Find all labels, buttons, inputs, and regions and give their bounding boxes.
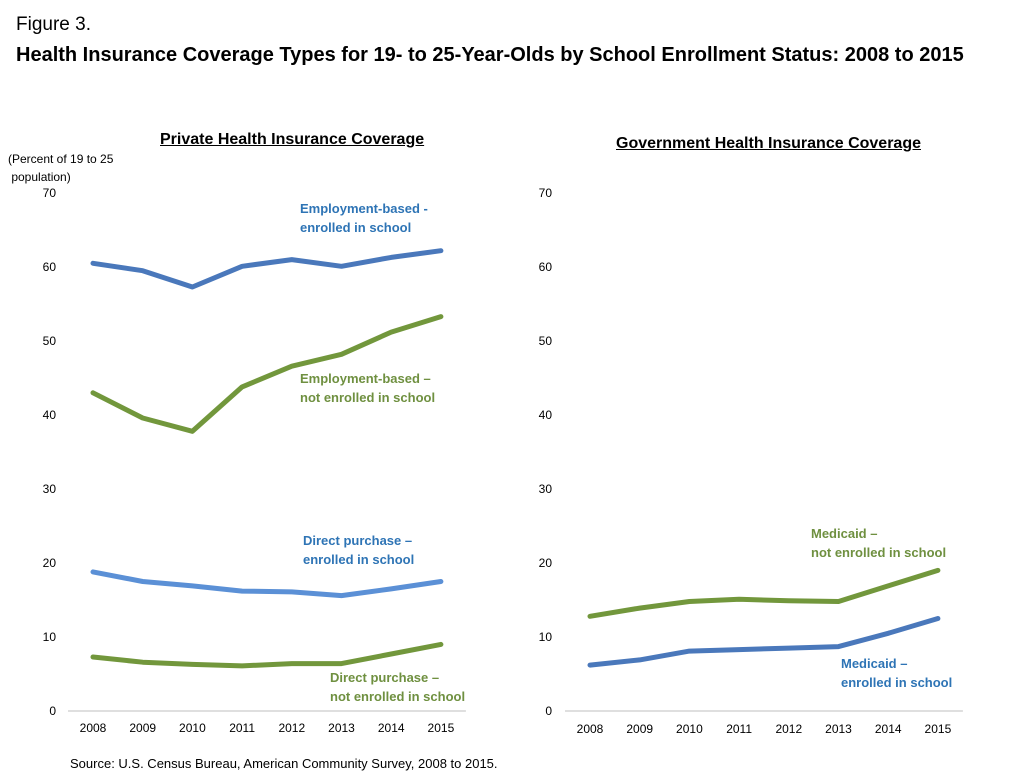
government-series-label-medicaid-enrolled-in-school: Medicaid – enrolled in school xyxy=(841,656,952,690)
series-label-line: Medicaid – xyxy=(841,656,907,671)
private-series-label-direct-purchase-not-enrolled-in-school: Direct purchase – not enrolled in school xyxy=(330,670,465,704)
private-series-line-direct-purchase-enrolled-in-school xyxy=(90,569,444,599)
government-x-tick-label: 2014 xyxy=(875,722,902,736)
series-label-line: not enrolled in school xyxy=(330,689,465,704)
private-y-tick-label: 70 xyxy=(43,186,57,200)
series-label-line: enrolled in school xyxy=(841,675,952,690)
figure-label: Figure 3. xyxy=(16,14,91,35)
government-y-tick-label: 10 xyxy=(539,630,553,644)
private-y-tick-label: 30 xyxy=(43,482,57,496)
private-series-line-employment-based-enrolled-in-school xyxy=(90,248,444,290)
series-label-line: Medicaid – xyxy=(811,526,877,541)
series-label-line: Employment-based - xyxy=(300,201,428,216)
government-y-tick-label: 70 xyxy=(539,186,553,200)
government-x-tick-label: 2015 xyxy=(925,722,952,736)
private-y-tick-label: 50 xyxy=(43,334,57,348)
government-y-tick-label: 60 xyxy=(539,260,553,274)
private-x-tick-label: 2014 xyxy=(378,721,405,735)
government-panel-title: Government Health Insurance Coverage xyxy=(616,135,921,152)
series-label-line: not enrolled in school xyxy=(811,545,946,560)
private-series-label-direct-purchase-enrolled-in-school: Direct purchase – enrolled in school xyxy=(303,533,414,567)
series-label-line: Direct purchase – xyxy=(330,670,439,685)
source-note: Source: U.S. Census Bureau, American Com… xyxy=(70,756,498,771)
government-x-tick-label: 2010 xyxy=(676,722,703,736)
private-x-tick-label: 2010 xyxy=(179,721,206,735)
private-panel-title: Private Health Insurance Coverage xyxy=(160,131,425,148)
government-y-tick-label: 50 xyxy=(539,334,553,348)
government-x-tick-label: 2013 xyxy=(825,722,852,736)
government-y-tick-label: 20 xyxy=(539,556,553,570)
government-series-line-medicaid-not-enrolled-in-school xyxy=(587,567,941,619)
series-label-line: not enrolled in school xyxy=(300,390,435,405)
government-series-line-medicaid-enrolled-in-school xyxy=(587,616,941,668)
series-label-line: enrolled in school xyxy=(300,220,411,235)
private-x-tick-label: 2011 xyxy=(229,721,255,735)
private-series-line-employment-based-not-enrolled-in-school xyxy=(90,314,444,434)
private-series-line-direct-purchase-not-enrolled-in-school xyxy=(90,641,444,669)
private-x-tick-label: 2013 xyxy=(328,721,355,735)
private-y-tick-label: 10 xyxy=(43,630,57,644)
series-label-line: Employment-based – xyxy=(300,371,431,386)
government-y-tick-label: 30 xyxy=(539,482,553,496)
private-y-tick-label: 40 xyxy=(43,408,57,422)
private-series-label-employment-based-not-enrolled-in-school: Employment-based – not enrolled in school xyxy=(300,371,435,405)
government-x-tick-label: 2009 xyxy=(626,722,653,736)
y-axis-label-line2: population) xyxy=(8,170,71,184)
government-x-tick-label: 2011 xyxy=(726,722,752,736)
series-label-line: enrolled in school xyxy=(303,552,414,567)
private-x-tick-label: 2015 xyxy=(428,721,455,735)
private-x-tick-label: 2009 xyxy=(129,721,156,735)
government-x-tick-label: 2012 xyxy=(775,722,802,736)
private-x-tick-label: 2008 xyxy=(80,721,107,735)
private-y-tick-label: 0 xyxy=(49,704,56,718)
government-series-label-medicaid-not-enrolled-in-school: Medicaid – not enrolled in school xyxy=(811,526,946,560)
private-y-tick-label: 60 xyxy=(43,260,57,274)
y-axis-label-line1: (Percent of 19 to 25 xyxy=(8,152,114,166)
figure-title: Health Insurance Coverage Types for 19- … xyxy=(16,44,964,66)
government-y-tick-label: 0 xyxy=(545,704,552,718)
private-series-label-employment-based-enrolled-in-school: Employment-based - enrolled in school xyxy=(300,201,428,235)
private-y-tick-label: 20 xyxy=(43,556,57,570)
government-x-tick-label: 2008 xyxy=(577,722,604,736)
government-y-tick-label: 40 xyxy=(539,408,553,422)
y-axis-label: (Percent of 19 to 25 population) xyxy=(8,150,113,186)
private-x-tick-label: 2012 xyxy=(278,721,305,735)
series-label-line: Direct purchase – xyxy=(303,533,412,548)
